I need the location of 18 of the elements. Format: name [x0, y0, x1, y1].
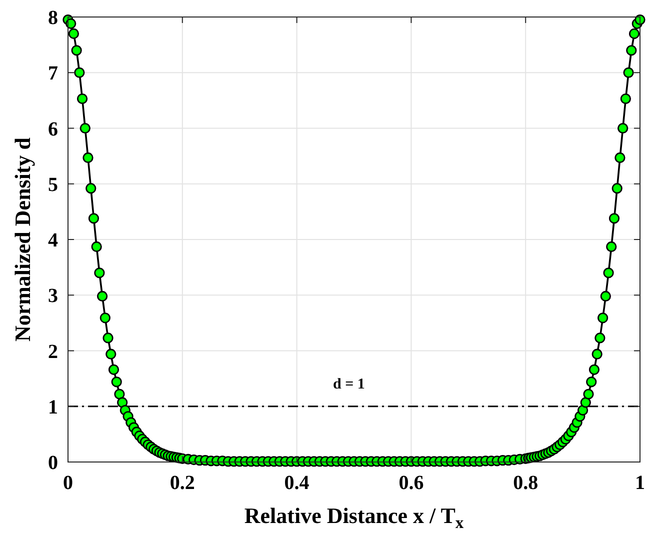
x-tick-label: 1 [635, 472, 645, 494]
y-tick-label: 2 [48, 340, 58, 363]
y-axis-title: Normalized Density d [10, 137, 35, 342]
y-tick-label: 4 [48, 230, 58, 252]
x-tick-label: 0.4 [284, 472, 310, 494]
y-tick-label: 6 [48, 118, 58, 140]
y-tick-label: 1 [48, 396, 58, 418]
y-tick-label: 7 [48, 62, 58, 85]
y-tick-label: 3 [48, 285, 58, 308]
x-axis-title: Relative Distance x / T$_{x}$ [244, 503, 464, 532]
ref-line-label: d = 1 [333, 376, 365, 392]
x-tick-label: 0.2 [170, 472, 195, 494]
y-tick-label: 5 [48, 174, 58, 196]
x-tick-label: 0.6 [398, 472, 424, 494]
x-tick-label: 0 [63, 472, 73, 494]
y-tick-label: 0 [48, 452, 58, 474]
x-tick-label: 0.8 [513, 472, 538, 494]
y-tick-label: 8 [48, 7, 58, 29]
